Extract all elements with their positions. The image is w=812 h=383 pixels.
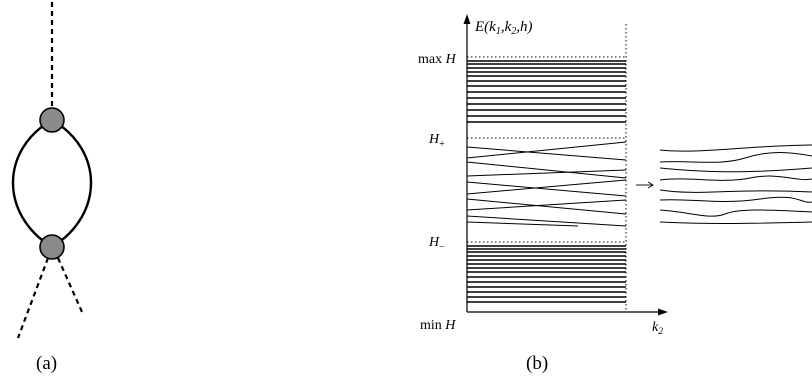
crossing-line (466, 198, 627, 215)
crossing-line (466, 181, 627, 197)
crossing-line (466, 221, 579, 227)
right-arc (51, 118, 93, 249)
avoided-crossing-curves (659, 144, 812, 224)
transition-arrow-head (647, 181, 654, 189)
avoided-crossing-curve (659, 175, 812, 181)
x-axis-arrowhead (658, 308, 668, 316)
x-axis-label: k2 (652, 320, 663, 337)
panel-b-diagram (463, 14, 812, 316)
panel-a-diagram (11, 2, 93, 339)
avoided-crossing-curve (659, 196, 812, 203)
crossing-line (466, 146, 627, 161)
left-arc (11, 118, 53, 249)
crossing-line (466, 215, 627, 227)
panel-a-caption: (a) (36, 353, 57, 374)
upper-energy-band (467, 60, 626, 123)
bottom-vertex-circle (39, 234, 65, 260)
h-minus-label: H− (428, 235, 445, 253)
panel-b-caption: (b) (526, 353, 548, 374)
avoided-crossing-curve (659, 209, 812, 217)
avoided-crossing-curve (659, 144, 812, 152)
avoided-crossing-curve (659, 152, 812, 163)
crossing-line (466, 169, 627, 177)
y-axis-arrowhead (463, 14, 471, 24)
bottom-left-dashed-line (16, 257, 50, 339)
bottom-right-dashed-line (56, 257, 84, 313)
top-vertex-circle (39, 107, 65, 133)
crossing-line (466, 141, 627, 159)
min-h-label: min H (420, 318, 456, 333)
crossing-energy-lines (466, 141, 627, 227)
avoided-crossing-curve (659, 221, 812, 224)
lower-energy-band (467, 245, 626, 303)
max-h-label: max H (418, 52, 457, 67)
avoided-crossing-curve (659, 167, 812, 173)
crossing-line (466, 199, 627, 211)
h-plus-label: H+ (428, 132, 445, 150)
crossing-line (466, 179, 627, 195)
y-axis-label: E(k1,k2,h) (474, 19, 533, 37)
crossing-line (466, 161, 627, 179)
avoided-crossing-curve (659, 189, 812, 193)
